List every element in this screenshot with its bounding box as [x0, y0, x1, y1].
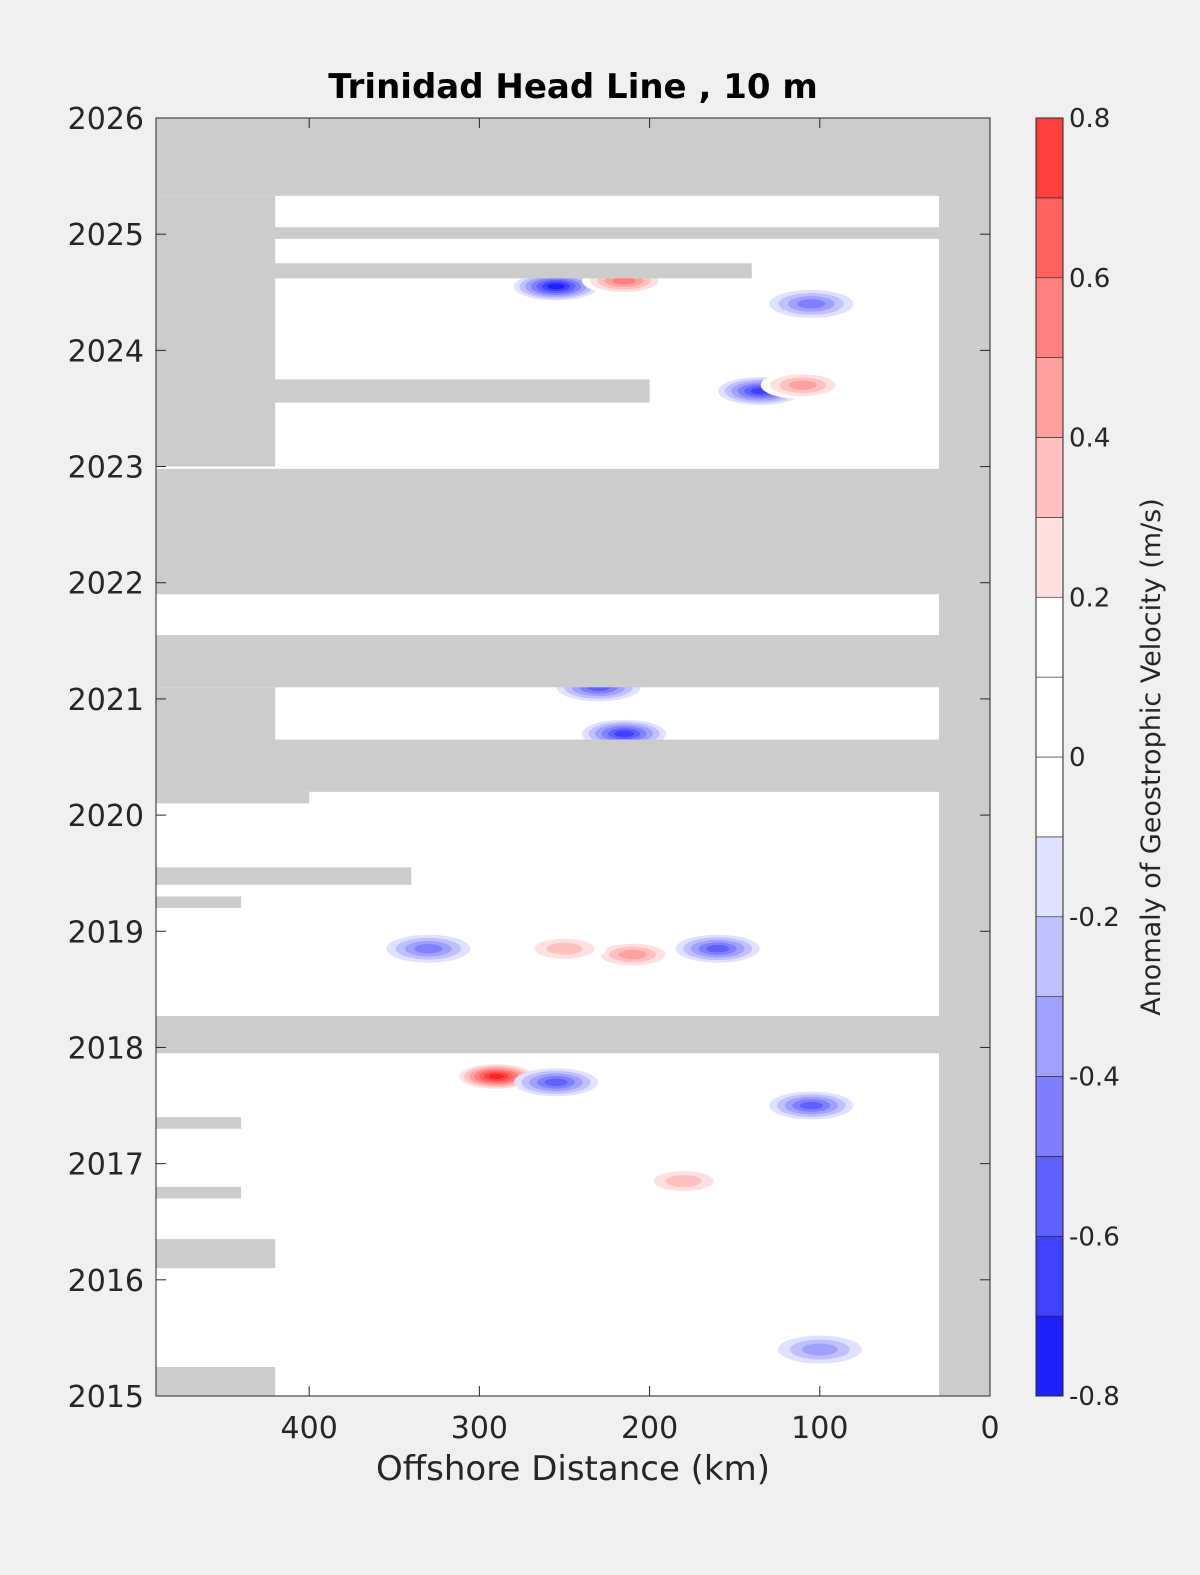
y-tick-label: 2019	[68, 915, 144, 950]
anomaly-contour	[544, 1078, 568, 1087]
nodata-region	[156, 1016, 939, 1054]
x-tick-label: 100	[791, 1411, 848, 1446]
colorbar-tick-label: 0.6	[1069, 264, 1110, 294]
colorbar-band	[1035, 357, 1064, 438]
anomaly-contour	[788, 380, 817, 390]
nodata-region	[156, 1186, 242, 1199]
colorbar-tick-label: 0.8	[1069, 104, 1110, 134]
y-tick-label: 2017	[68, 1148, 144, 1183]
x-tick-label: 300	[451, 1411, 508, 1446]
anomaly-contour	[614, 730, 634, 737]
colorbar-band	[1035, 1315, 1064, 1397]
colorbar-band	[1035, 1156, 1064, 1237]
anomaly-contour	[665, 1175, 702, 1188]
y-tick-label: 2018	[68, 1031, 144, 1066]
y-tick-label: 2024	[68, 334, 144, 369]
nodata-region	[938, 118, 990, 1396]
colorbar-band	[1035, 916, 1064, 997]
colorbar-tick-label: -0.6	[1069, 1222, 1120, 1252]
x-axis-label: Offshore Distance (km)	[376, 1449, 770, 1489]
nodata-region	[156, 687, 276, 746]
y-tick-label: 2016	[68, 1264, 144, 1299]
nodata-region	[156, 468, 939, 595]
y-tick-label: 2023	[68, 451, 144, 486]
colorbar-frame	[1035, 117, 1064, 1397]
nodata-region	[156, 739, 939, 792]
colorbar-band	[1035, 996, 1064, 1077]
nodata-region	[156, 635, 939, 688]
colorbar-band	[1035, 1235, 1064, 1317]
anomaly-contour	[547, 283, 565, 290]
colorbar-tick-label: 0	[1069, 743, 1086, 773]
nodata-region	[156, 379, 650, 403]
colorbar-band	[1035, 517, 1064, 598]
anomaly-contour	[799, 1101, 823, 1110]
colorbar-band	[1035, 1076, 1064, 1157]
plot-frame	[155, 117, 991, 1397]
anomaly-contour	[801, 1343, 838, 1356]
y-tick-label: 2022	[68, 567, 144, 602]
x-axis: 400 300 200 100 0	[281, 118, 1000, 1446]
chart-title: Trinidad Head Line , 10 m	[328, 67, 818, 107]
anomaly-contour	[797, 299, 826, 309]
nodata-region	[156, 118, 990, 196]
colorbar-band	[1035, 277, 1064, 358]
colorbar-band	[1035, 197, 1064, 279]
colorbar: -0.8 -0.6 -0.4 -0.2 0 0.2 0.4 0.6 0.8	[1035, 104, 1120, 1412]
nodata-region	[156, 227, 939, 239]
colorbar-band	[1035, 437, 1064, 518]
y-tick-label: 2026	[68, 102, 144, 137]
anomaly-contour	[546, 942, 583, 955]
y-tick-label: 2025	[68, 218, 144, 253]
colorbar-band	[1035, 676, 1064, 758]
anomaly-contour	[706, 944, 730, 953]
colorbar-band	[1035, 756, 1064, 838]
nodata-layer	[156, 118, 990, 1396]
nodata-region	[156, 896, 242, 909]
anomaly-contour	[414, 944, 443, 954]
colorbar-tick-label: -0.4	[1069, 1063, 1120, 1093]
y-tick-label: 2015	[68, 1380, 144, 1415]
anomaly-contour	[488, 1074, 504, 1079]
colorbar-band	[1035, 596, 1064, 678]
colorbar-tick-label: 0.2	[1069, 583, 1110, 613]
colorbar-tick-label: 0.4	[1069, 424, 1110, 454]
nodata-region	[156, 195, 276, 467]
x-tick-label: 200	[621, 1411, 678, 1446]
colorbar-band	[1035, 836, 1064, 918]
colorbar-tick-label: -0.8	[1069, 1382, 1120, 1412]
y-tick-label: 2021	[68, 683, 144, 718]
colorbar-label: Anomaly of Geostrophic Velocity (m/s)	[1136, 498, 1167, 1016]
y-axis: 2015 2016 2017 2018 2019 2020 2021 2022 2023 2024…	[68, 102, 990, 1415]
x-tick-label: 0	[980, 1411, 999, 1446]
plot-area	[156, 118, 990, 1396]
y-tick-label: 2020	[68, 799, 144, 834]
colorbar-band	[1035, 117, 1064, 199]
nodata-region	[156, 791, 310, 804]
colorbar-tick-label: -0.2	[1069, 903, 1120, 933]
anomaly-contour	[612, 276, 636, 285]
nodata-region	[156, 263, 752, 279]
x-tick-label: 400	[281, 1411, 338, 1446]
nodata-region	[156, 1239, 276, 1269]
nodata-region	[156, 1117, 242, 1129]
nodata-region	[156, 1366, 276, 1396]
anomaly-contour	[618, 949, 647, 960]
nodata-region	[156, 867, 412, 885]
